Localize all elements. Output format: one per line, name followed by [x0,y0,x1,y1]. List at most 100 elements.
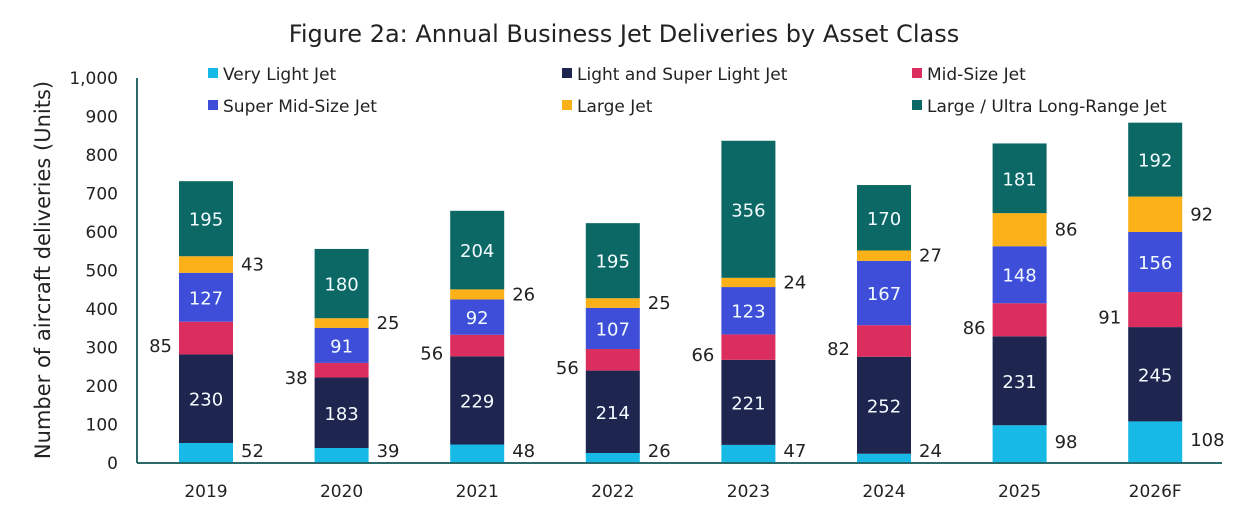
data-label: 24 [919,441,942,462]
bar-stack [179,181,233,463]
data-label: 180 [324,275,358,296]
y-tick-label: 1,000 [69,69,118,89]
bar-segment [857,453,911,463]
bar-segment [450,356,505,445]
data-label: 108 [1190,430,1224,451]
bar-segment [992,213,1047,247]
legend-item: Light and Super Light Jet [562,65,788,85]
x-tick-label: 2025 [998,482,1041,502]
bar-segment [450,289,505,300]
data-label: 25 [377,313,400,334]
data-label: 56 [420,344,443,365]
x-tick-label: 2020 [320,482,363,502]
data-label: 38 [285,368,308,389]
bar-stack [857,185,911,463]
bar-segment [179,321,233,355]
bar-segment [721,277,776,288]
bar-segment [857,185,911,251]
data-label: 92 [1190,204,1213,225]
data-label: 252 [867,396,901,417]
data-label: 98 [1055,432,1078,453]
y-tick-label: 200 [86,377,118,397]
data-label: 127 [189,288,223,309]
data-label: 91 [1098,308,1121,329]
bar-segment [179,442,233,463]
y-tick-label: 800 [86,146,118,166]
x-tick-label: 2023 [727,482,770,502]
bar-segment [992,303,1047,337]
data-label: 221 [731,393,765,414]
bar-segment [585,349,640,371]
y-tick-label: 500 [86,262,118,282]
legend-swatch [912,100,922,110]
data-label: 245 [1138,365,1172,386]
data-label: 230 [189,390,223,411]
legend-item: Very Light Jet [208,65,337,85]
bar-segment [314,377,369,448]
bar-segment [992,246,1047,304]
bar-segment [314,327,369,363]
legend-item: Large / Ultra Long-Range Jet [912,97,1167,117]
bars [179,122,1183,463]
data-label: 167 [867,284,901,305]
data-label: 43 [241,255,264,276]
bar-segment [721,334,776,360]
legend-swatch [208,100,218,110]
bar-segment [314,362,369,378]
bar-segment [721,287,776,335]
bar-segment [1128,292,1183,328]
bar-stack [450,210,505,463]
legend-label: Super Mid-Size Jet [223,97,377,117]
data-label: 82 [827,339,850,360]
data-label: 66 [691,345,714,366]
data-label: 92 [466,308,489,329]
x-tick-label: 2019 [184,482,227,502]
legend-label: Large Jet [577,97,653,117]
data-label: 204 [460,241,494,262]
bar-stack [992,143,1047,463]
y-tick-label: 100 [86,416,118,436]
data-label: 170 [867,209,901,230]
data-label: 123 [731,302,765,323]
bar-segment [1128,327,1183,422]
data-labels: 52 230 85 127 43 195 39 183 38 91 25 180 48 229 56 92 26… [149,151,1224,462]
data-label: 86 [1055,220,1078,241]
data-label: 52 [241,441,264,462]
data-label: 91 [330,336,353,357]
bar-segment [585,223,640,299]
data-label: 25 [648,293,671,314]
data-label: 107 [596,319,630,340]
bar-segment [585,452,640,463]
data-label: 195 [189,210,223,231]
data-label: 56 [556,358,579,379]
y-tick-label: 700 [86,185,118,205]
legend: Very Light Jet Light and Super Light Jet M… [208,65,1167,117]
legend-label: Very Light Jet [223,65,337,85]
bar-segment [857,250,911,261]
bar-segment [450,210,505,290]
bar-segment [314,447,369,463]
bar-segment [857,260,911,326]
legend-swatch [208,68,218,78]
bar-segment [179,354,233,443]
y-tick-label: 300 [86,339,118,359]
bar-segment [1128,122,1183,197]
y-tick-label: 900 [86,108,118,128]
data-label: 192 [1138,151,1172,172]
data-label: 231 [1002,372,1036,393]
chart-title: Figure 2a: Annual Business Jet Deliverie… [289,20,959,48]
bar-segment [1128,421,1183,463]
data-label: 24 [783,272,806,293]
bar-segment [1128,196,1183,232]
bar-stack [1128,122,1183,463]
data-label: 85 [149,336,172,357]
legend-swatch [562,100,572,110]
x-axis-ticks: 2019 2020 2021 2022 2023 2024 2025 2026F [184,482,1181,502]
bar-segment [314,318,369,328]
bar-segment [585,370,640,453]
bar-segment [314,248,369,319]
bar-segment [721,444,776,463]
bar-segment [585,298,640,308]
bar-segment [179,272,233,322]
